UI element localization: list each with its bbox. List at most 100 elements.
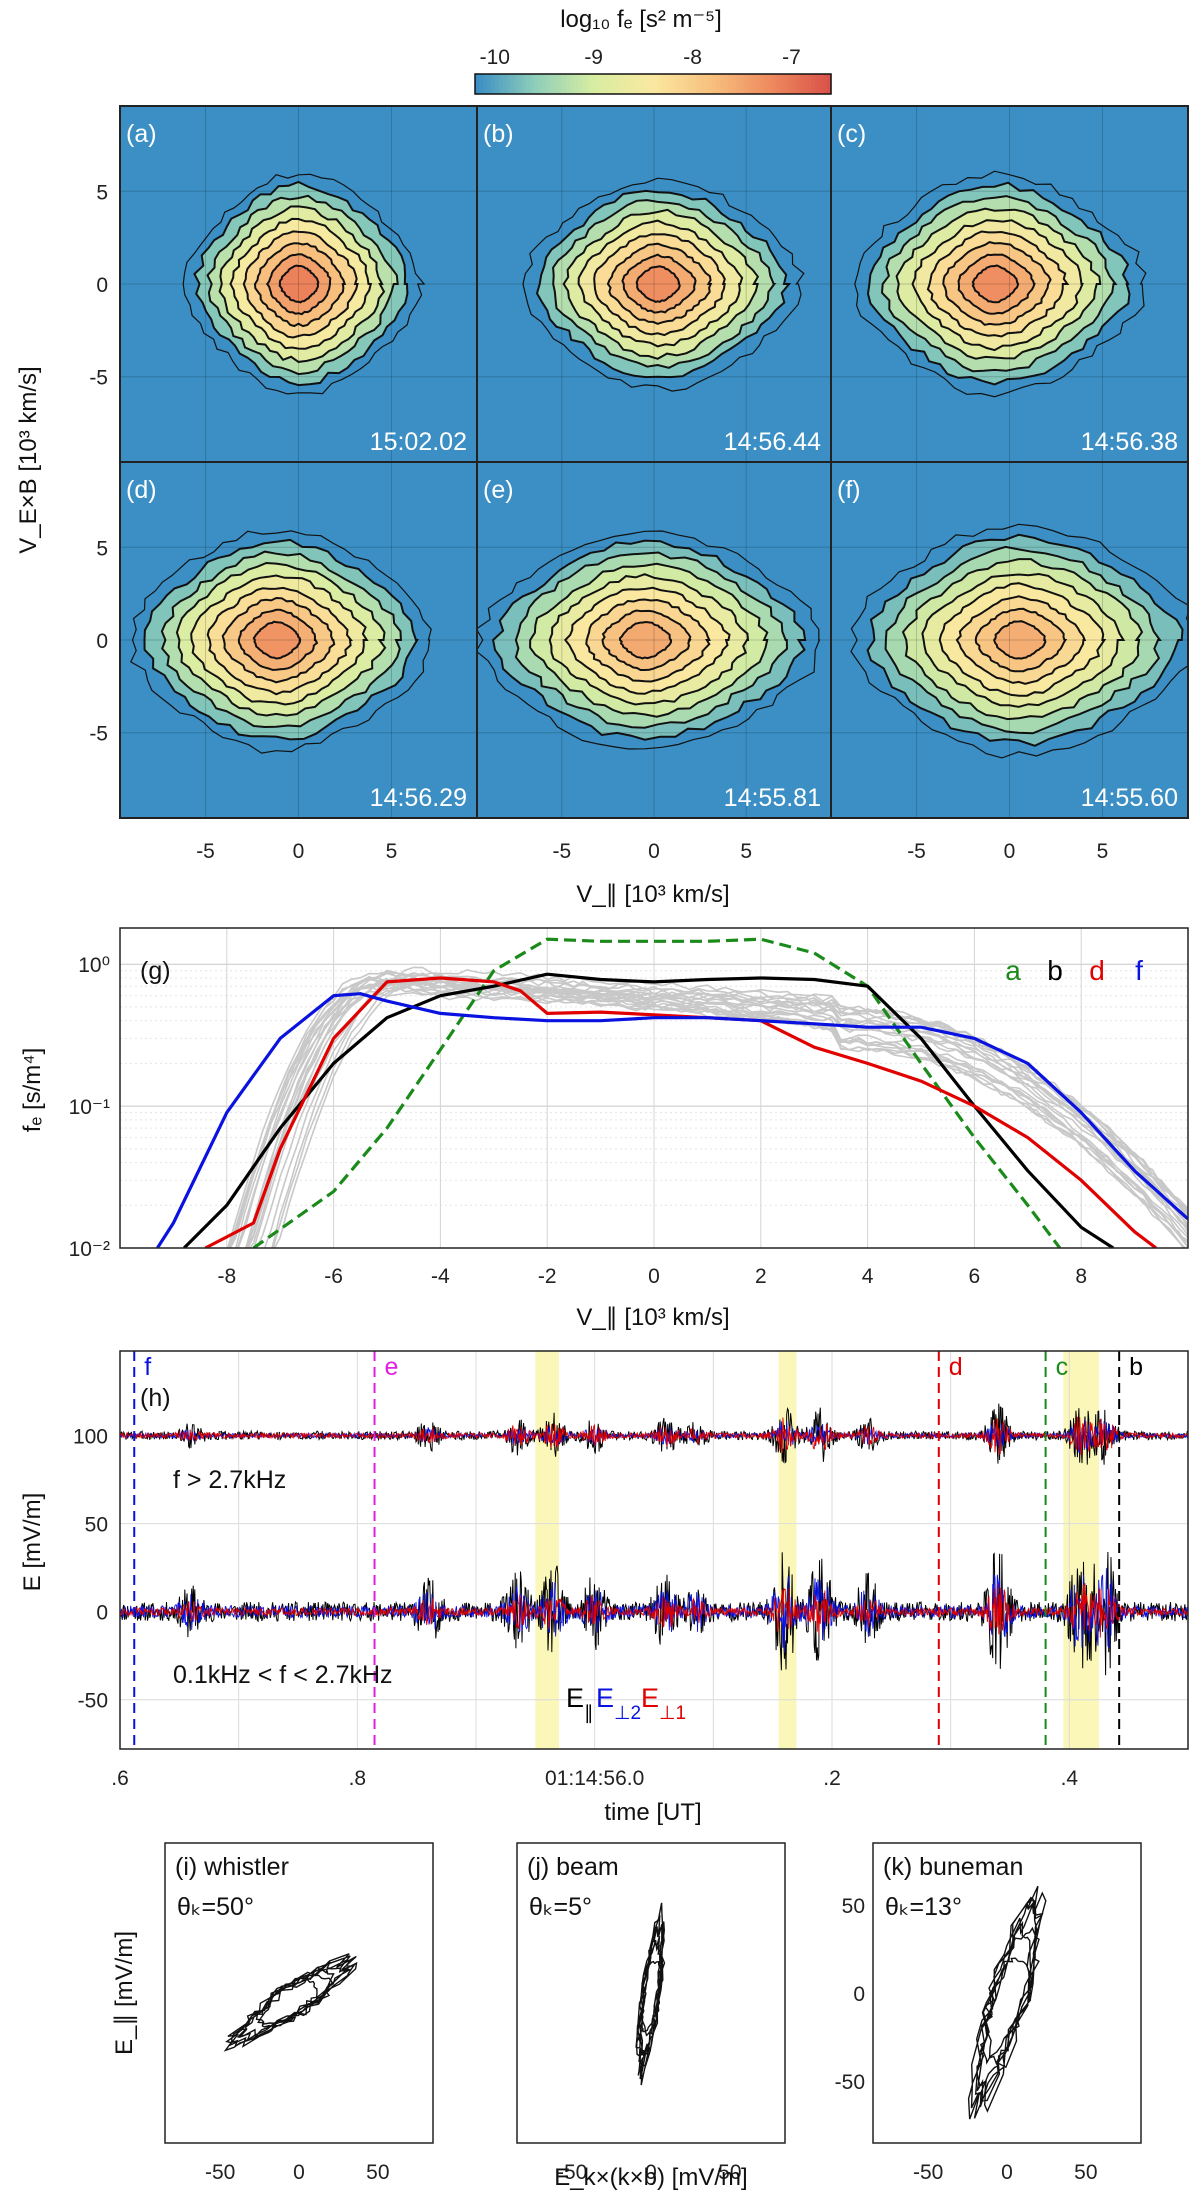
x-tick-label: 0 xyxy=(645,2161,657,2184)
contour-level xyxy=(993,620,1047,660)
legend-e-letter: E xyxy=(641,1683,659,1713)
x-tick-label: -4 xyxy=(431,1265,450,1288)
hodogram-angle: θₖ=50° xyxy=(177,1893,254,1921)
colorbar-cell xyxy=(815,74,820,94)
colorbar-cell xyxy=(736,74,741,94)
colorbar-cell xyxy=(791,74,796,94)
distribution-image xyxy=(477,462,831,818)
panel-label: (a) xyxy=(126,120,157,148)
colorbar-cell xyxy=(823,74,828,94)
grey-curve xyxy=(273,981,1188,1248)
panel-h: f e d c b (h) f > 2.7kHz 0.1kHz < f < 2.7kHz… xyxy=(19,1350,1189,1826)
colorbar-cell xyxy=(688,74,694,94)
hodogram-panels: (i) whistler θₖ=50° -50 0 50 (j) beam θₖ=5° -50… xyxy=(164,1842,1142,2184)
legend-e-subscript: ⊥1 xyxy=(659,1703,686,1724)
colorbar-cell xyxy=(724,74,729,94)
colorbar-cell xyxy=(775,74,781,94)
colorbar-tick-label: -9 xyxy=(584,46,603,69)
panel-label: (e) xyxy=(483,476,514,504)
x-tick-label: 0 xyxy=(648,1265,660,1288)
y-tick-label: 5 xyxy=(96,537,108,560)
contour-level xyxy=(619,621,673,660)
x-tick-label: 5 xyxy=(1097,840,1109,863)
colorbar-cell xyxy=(550,74,555,94)
x-axis-label: V_∥ [10³ km/s] xyxy=(576,1304,729,1331)
colorbar-cell xyxy=(585,74,591,94)
grey-curve xyxy=(245,972,1188,1248)
colorbar-cell xyxy=(827,74,832,94)
colorbar-cell xyxy=(763,74,769,94)
x-tick-label: .6 xyxy=(111,1767,129,1790)
x-tick-label: 4 xyxy=(862,1265,874,1288)
x-tick-label: -6 xyxy=(324,1265,343,1288)
distribution-panels: (a) 15:02.02 (b) 14:56.44 (c) 14:56.38 (d) 14:5… xyxy=(119,105,1189,819)
colorbar-cell xyxy=(645,74,650,94)
colorbar-cell xyxy=(660,74,666,94)
colorbar-cell xyxy=(522,74,528,94)
colorbar-cell xyxy=(633,74,638,94)
legend-entry-d: d xyxy=(1089,955,1105,986)
colorbar-cell xyxy=(637,74,642,94)
colorbar-cell xyxy=(751,74,757,94)
panel-time: 15:02.02 xyxy=(370,428,467,456)
colorbar-cell xyxy=(755,74,761,94)
hodogram-angle: θₖ=13° xyxy=(885,1893,962,1921)
distribution-axes: 5 0 -5 5 0 -5 -5 0 5 -5 0 5 -5 0 5 V_E×B [10³ km/s] V_∥ … xyxy=(15,181,1108,908)
colorbar-cell xyxy=(577,74,583,94)
hodogram-panel: (i) whistler θₖ=50° -50 0 50 xyxy=(164,1842,434,2184)
x-tick-label: 2 xyxy=(755,1265,767,1288)
legend-e-subscript: ∥ xyxy=(584,1703,594,1724)
colorbar: log₁₀ fₑ [s² m⁻⁵] -10 -9 -8 -7 xyxy=(474,6,832,95)
distribution-panel: (a) 15:02.02 xyxy=(119,105,478,463)
e-field-trace xyxy=(120,1416,1188,1456)
colorbar-cell xyxy=(787,74,793,94)
colorbar-cell xyxy=(747,74,753,94)
colorbar-cell xyxy=(546,74,551,94)
distribution-panel: (e) 14:55.81 xyxy=(476,461,832,819)
colorbar-cell xyxy=(629,74,634,94)
series-a xyxy=(252,937,1062,1248)
colorbar-cell xyxy=(475,74,480,94)
contour-level xyxy=(635,265,681,303)
colorbar-cell xyxy=(743,74,749,94)
colorbar-cell xyxy=(767,74,773,94)
colorbar-cell xyxy=(795,74,800,94)
distribution-panel: (f) 14:55.60 xyxy=(830,461,1189,819)
colorbar-cell xyxy=(569,74,575,94)
panel-label: (d) xyxy=(126,476,157,504)
colorbar-cell xyxy=(514,74,520,94)
y-tick-label: 0 xyxy=(96,630,108,653)
x-tick-label: 0 xyxy=(648,840,660,863)
colorbar-cell xyxy=(510,74,516,94)
y-axis-label: fₑ [s/m⁴] xyxy=(19,1048,46,1133)
colorbar-cell xyxy=(676,74,682,94)
colorbar-cell xyxy=(712,74,717,94)
contour-level xyxy=(971,264,1020,304)
legend-e-letter: E xyxy=(566,1683,584,1713)
hodogram-title: (i) whistler xyxy=(175,1853,289,1881)
colorbar-cell xyxy=(605,74,611,94)
colorbar-cell xyxy=(581,74,587,94)
panel-label: (c) xyxy=(837,120,866,148)
colorbar-cell xyxy=(732,74,737,94)
x-tick-label: .2 xyxy=(823,1767,841,1790)
hodogram-panel: (j) beam θₖ=5° -50 0 50 xyxy=(516,1842,786,2184)
y-tick-label: 5 xyxy=(96,181,108,204)
legend-entry-a: a xyxy=(1005,955,1021,986)
distribution-panel: (b) 14:56.44 xyxy=(476,105,832,463)
colorbar-cell xyxy=(558,74,563,94)
colorbar-cell xyxy=(664,74,670,94)
x-tick-label: 6 xyxy=(969,1265,981,1288)
y-tick-label: 0 xyxy=(853,1983,865,2006)
y-tick-label: 10⁰ xyxy=(78,954,110,977)
colorbar-cell xyxy=(783,74,789,94)
grey-curve xyxy=(235,983,1188,1248)
colorbar-cell xyxy=(502,74,508,94)
colorbar-tick-label: -7 xyxy=(782,46,801,69)
y-tick-label: 0 xyxy=(96,1602,108,1625)
colorbar-cell xyxy=(621,74,626,94)
y-tick-label: -5 xyxy=(89,367,108,390)
colorbar-cell xyxy=(807,74,812,94)
highlight-band xyxy=(1063,1351,1099,1749)
panel-label: (b) xyxy=(483,120,514,148)
